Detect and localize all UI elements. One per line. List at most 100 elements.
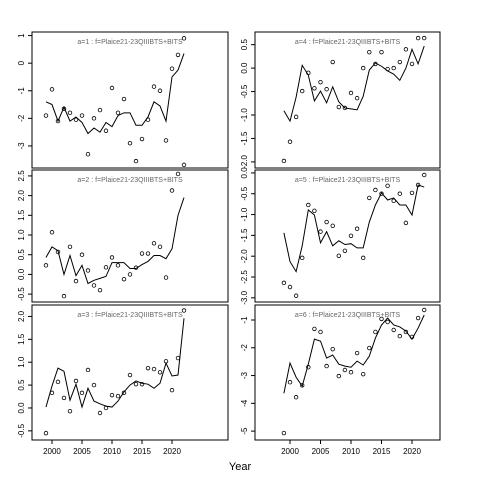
point: [379, 49, 384, 55]
point: [367, 49, 372, 55]
point: [397, 59, 403, 65]
point: [97, 410, 103, 416]
point: [91, 382, 97, 388]
point: [415, 35, 421, 41]
point: [121, 390, 127, 396]
y-tick-label: 2.0: [17, 190, 26, 202]
x-tick-label: 2020: [163, 447, 181, 456]
point: [115, 110, 121, 116]
point: [391, 65, 396, 71]
point: [287, 284, 293, 290]
point: [61, 293, 67, 299]
y-tick-label: -1.0: [240, 207, 249, 221]
panel-frame: [31, 304, 229, 441]
point: [181, 36, 187, 41]
y-tick-label: -1: [240, 316, 249, 324]
y-tick-label: -0.5: [240, 84, 249, 98]
point: [336, 253, 342, 258]
y-tick-label: -2: [240, 344, 249, 352]
y-tick-label: -0.5: [17, 287, 26, 301]
point: [403, 220, 409, 226]
point: [324, 87, 329, 92]
point: [61, 395, 67, 401]
point: [330, 59, 335, 65]
point: [312, 86, 317, 91]
point: [397, 191, 403, 196]
point: [157, 370, 163, 375]
line: [45, 197, 185, 285]
point: [67, 110, 73, 116]
y-tick-label: -2: [17, 114, 26, 122]
point: [354, 350, 360, 356]
point: [385, 183, 390, 189]
point: [391, 327, 396, 333]
point: [379, 316, 384, 322]
point: [115, 263, 121, 268]
y-tick-label: -3: [17, 142, 26, 150]
y-tick-label: 1: [17, 33, 26, 38]
point: [169, 387, 175, 393]
x-tick-label: 2005: [73, 447, 91, 456]
point: [348, 233, 354, 238]
point: [103, 128, 109, 133]
y-tick-label: -3.0: [240, 290, 249, 304]
y-tick-label: 0.0: [240, 167, 249, 179]
panel-title: a=6 : f=Plaice21-23QIIIBTS+BITS: [295, 312, 401, 319]
point: [73, 117, 79, 122]
point: [151, 84, 157, 89]
point: [49, 230, 55, 235]
point: [342, 248, 348, 253]
point: [330, 346, 335, 352]
point: [397, 333, 403, 339]
y-tick-label: 1.5: [17, 333, 26, 345]
point: [43, 113, 49, 118]
line: [283, 45, 425, 123]
point: [293, 293, 299, 298]
point: [139, 251, 145, 256]
point: [385, 319, 390, 325]
point: [139, 136, 145, 142]
point: [67, 408, 73, 414]
x-axis-label: Year: [229, 461, 252, 473]
point: [85, 152, 91, 157]
point: [281, 430, 287, 436]
point: [367, 195, 372, 201]
point: [379, 191, 384, 196]
point: [67, 244, 73, 250]
point: [115, 393, 121, 399]
point: [151, 366, 157, 372]
point: [336, 373, 342, 379]
y-tick-label: 0.5: [240, 39, 249, 51]
point: [336, 104, 342, 110]
point: [133, 381, 139, 387]
point: [127, 272, 133, 277]
point: [127, 140, 133, 146]
point: [403, 329, 409, 335]
y-tick-label: 0.0: [240, 62, 249, 74]
point: [348, 90, 354, 96]
point: [300, 88, 305, 94]
x-tick-label: 2010: [342, 447, 360, 456]
point: [324, 219, 329, 225]
point: [361, 371, 366, 377]
point: [103, 265, 109, 270]
point: [354, 95, 360, 101]
point: [49, 87, 55, 92]
point: [422, 307, 427, 313]
point: [409, 61, 415, 67]
point: [91, 283, 97, 288]
panel-title: a=5 : f=Plaice21-23QIIIBTS+BITS: [295, 177, 401, 184]
line: [283, 314, 425, 394]
y-tick-label: -0.5: [240, 186, 249, 200]
point: [403, 47, 409, 52]
point: [181, 162, 187, 168]
point: [97, 287, 103, 293]
point: [55, 379, 61, 385]
point: [318, 79, 323, 85]
y-tick-label: -0.5: [17, 423, 26, 437]
y-tick-label: -4: [240, 399, 249, 407]
point: [415, 315, 421, 321]
point: [318, 229, 323, 234]
